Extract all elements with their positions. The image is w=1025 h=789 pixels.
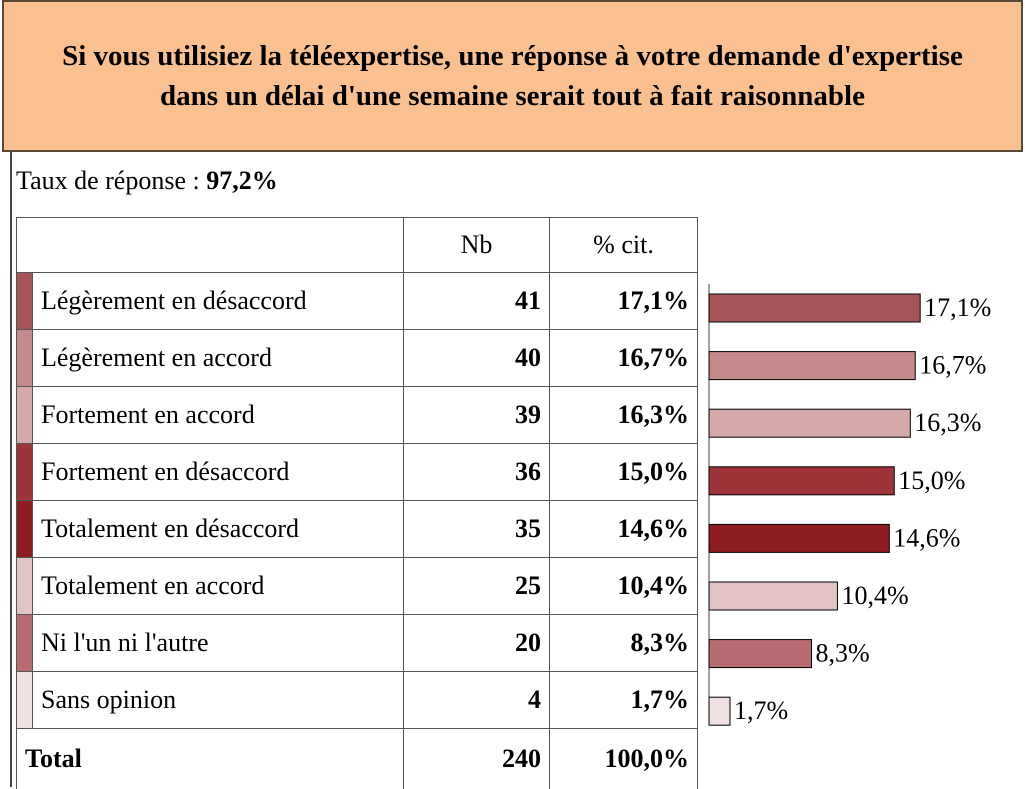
- row-count: 35: [403, 500, 550, 558]
- row: Totalement en accord 25 10,4%: [16, 557, 698, 615]
- row-label: Légèrement en accord: [32, 329, 404, 387]
- title-box: Si vous utilisiez la téléexpertise, une …: [2, 0, 1023, 152]
- row-percent: 16,3%: [549, 386, 698, 444]
- total-count: 240: [403, 728, 550, 789]
- row-label: Totalement en accord: [32, 557, 404, 615]
- total-row: Total 240 100,0%: [16, 728, 698, 789]
- bar-chart: 17,1% 16,7% 16,3% 15,0% 14,6% 10,4% 8,3% 1,7%: [708, 284, 991, 726]
- row-label: Sans opinion: [32, 671, 404, 729]
- header-cell: Nb: [403, 217, 550, 273]
- row-percent: 14,6%: [549, 500, 698, 558]
- row: Totalement en désaccord 35 14,6%: [16, 500, 698, 558]
- row-count: 36: [403, 443, 550, 501]
- row: Légèrement en accord 40 16,7%: [16, 329, 698, 387]
- response-rate: Taux de réponse : 97,2%: [16, 166, 278, 196]
- title: Si vous utilisiez la téléexpertise, une …: [62, 40, 963, 112]
- row: Légèrement en désaccord 41 17,1%: [16, 272, 698, 330]
- color-swatch: [16, 500, 33, 558]
- bar-label: 8,3%: [816, 639, 870, 668]
- bar: [708, 293, 921, 323]
- total-label: Total: [16, 728, 404, 789]
- row: Sans opinion 4 1,7%: [16, 671, 698, 729]
- bar-label: 15,0%: [898, 466, 965, 495]
- row-label: Fortement en désaccord: [32, 443, 404, 501]
- color-swatch: [16, 614, 33, 672]
- color-swatch: [16, 443, 33, 501]
- row-label: Totalement en désaccord: [32, 500, 404, 558]
- row-count: 40: [403, 329, 550, 387]
- bar: [708, 581, 838, 611]
- row: Ni l'un ni l'autre 20 8,3%: [16, 614, 698, 672]
- row-percent: 1,7%: [549, 671, 698, 729]
- rate-label: Taux de réponse :: [16, 166, 200, 195]
- row-percent: 10,4%: [549, 557, 698, 615]
- bar: [708, 466, 895, 496]
- row-count: 25: [403, 557, 550, 615]
- color-swatch: [16, 329, 33, 387]
- header-cell: [16, 217, 404, 273]
- row-count: 39: [403, 386, 550, 444]
- row: Fortement en désaccord 36 15,0%: [16, 443, 698, 501]
- row-count: 4: [403, 671, 550, 729]
- bar: [708, 351, 916, 381]
- row-count: 20: [403, 614, 550, 672]
- bar: [708, 523, 890, 553]
- table-body: Nb % cit. Légèrement en désaccord 41 17,1%…: [16, 217, 698, 789]
- row-label: Fortement en accord: [32, 386, 404, 444]
- border: [10, 152, 12, 787]
- table: Nb % cit. Légèrement en désaccord 41 17,1%…: [16, 217, 698, 789]
- color-swatch: [16, 272, 33, 330]
- total-percent: 100,0%: [549, 728, 698, 789]
- row-count: 41: [403, 272, 550, 330]
- header-row: Nb % cit.: [16, 217, 698, 273]
- bar-label: 1,7%: [734, 696, 788, 725]
- rate-value: 97,2%: [206, 166, 278, 195]
- row-percent: 16,7%: [549, 329, 698, 387]
- row-label: Légèrement en désaccord: [32, 272, 404, 330]
- row-label: Ni l'un ni l'autre: [32, 614, 404, 672]
- bar-label: 16,3%: [914, 408, 981, 437]
- bar-label: 17,1%: [924, 293, 991, 322]
- row: Fortement en accord 39 16,3%: [16, 386, 698, 444]
- color-swatch: [16, 671, 33, 729]
- bar-label: 16,7%: [919, 351, 986, 380]
- bar-label: 14,6%: [893, 523, 960, 552]
- header-cell: % cit.: [549, 217, 698, 273]
- color-swatch: [16, 557, 33, 615]
- bar: [708, 639, 813, 669]
- bar-label: 10,4%: [841, 581, 908, 610]
- color-swatch: [16, 386, 33, 444]
- row-percent: 17,1%: [549, 272, 698, 330]
- row-percent: 15,0%: [549, 443, 698, 501]
- bar: [708, 408, 911, 438]
- row-percent: 8,3%: [549, 614, 698, 672]
- bar: [708, 696, 731, 726]
